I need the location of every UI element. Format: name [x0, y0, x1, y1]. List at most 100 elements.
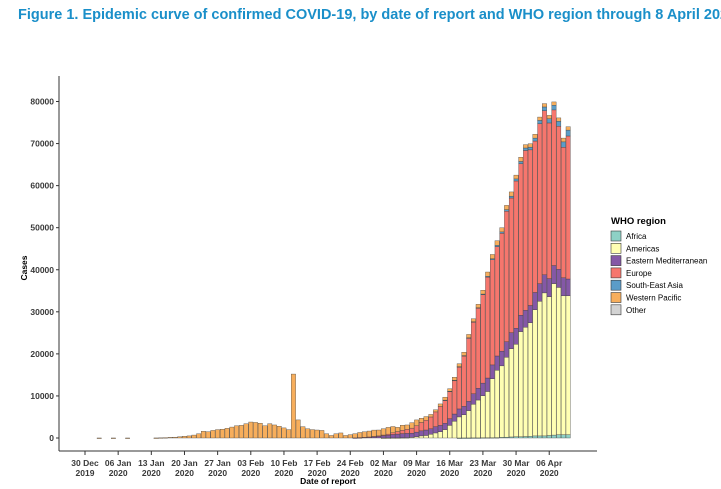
x-tick-label-year: 2020	[208, 468, 227, 478]
bar-segment	[447, 418, 453, 426]
bar-segment	[523, 436, 528, 439]
bar-segment	[96, 437, 102, 439]
bar-segment	[485, 391, 491, 438]
bar-segment	[352, 433, 358, 439]
x-tick-label: 09 Mar	[403, 458, 431, 468]
bar-segment	[542, 274, 547, 294]
x-tick-label-year: 2020	[440, 468, 459, 478]
bar-segment	[513, 436, 519, 439]
bar-segment	[186, 435, 192, 439]
bar-segment	[466, 338, 472, 402]
x-tick-label: 10 Feb	[270, 458, 297, 468]
bar-segment	[182, 436, 187, 439]
bar-segment	[475, 399, 481, 439]
bar-segment	[551, 265, 557, 284]
legend-label: Africa	[626, 232, 647, 241]
bar-segment	[504, 341, 509, 358]
bar-segment	[400, 430, 405, 434]
bar-segment	[565, 278, 571, 297]
bar-segment	[508, 197, 514, 333]
bar-segment	[546, 435, 552, 439]
bar-segment	[475, 308, 481, 389]
bar-segment	[452, 380, 457, 415]
bar-segment	[433, 409, 438, 413]
bar-segment	[546, 118, 552, 124]
bar-segment	[300, 426, 306, 439]
bar-segment	[490, 259, 495, 366]
x-tick-label-year: 2020	[473, 468, 492, 478]
bar-segment	[513, 178, 519, 182]
bar-segment	[523, 147, 528, 151]
bar-segment	[172, 436, 178, 439]
bar-segment	[542, 435, 547, 439]
bar-segment	[390, 434, 396, 439]
x-tick-label: 03 Feb	[237, 458, 264, 468]
bar-segment	[551, 101, 557, 106]
bar-segment	[153, 437, 159, 439]
bar-segment	[466, 334, 472, 338]
legend-title: WHO region	[611, 216, 666, 227]
bar-segment	[423, 416, 429, 421]
bar-segment	[518, 315, 524, 332]
bar-segment	[490, 254, 495, 259]
bar-segment	[238, 425, 244, 439]
y-tick-label: 30000	[30, 307, 54, 317]
bar-segment	[561, 137, 566, 143]
bar-segment	[324, 433, 329, 439]
bar-segment	[518, 436, 524, 439]
bar-segment	[527, 322, 533, 437]
bar-segment	[542, 106, 547, 111]
bar-segment	[452, 377, 457, 381]
x-tick-label: 24 Feb	[337, 458, 364, 468]
bar-segment	[295, 419, 301, 439]
bar-segment	[418, 435, 424, 439]
legend-label: South-East Asia	[626, 281, 683, 290]
x-tick-label-year: 2020	[507, 468, 526, 478]
bar-segment	[551, 105, 557, 111]
bar-segment	[471, 393, 476, 405]
bar-segment	[400, 424, 405, 431]
bar-segment	[561, 141, 566, 148]
bar-stack-layer	[96, 101, 571, 439]
bar-segment	[523, 310, 528, 328]
x-tick-label-year: 2020	[540, 468, 559, 478]
bar-segment	[442, 399, 448, 424]
bar-segment	[518, 161, 524, 164]
bar-segment	[532, 140, 538, 293]
bar-segment	[508, 348, 514, 438]
bar-segment	[561, 434, 566, 439]
bar-segment	[404, 424, 410, 430]
x-tick-label-year: 2020	[374, 468, 393, 478]
x-tick-label: 13 Jan	[138, 458, 164, 468]
x-tick-label: 27 Jan	[204, 458, 230, 468]
bar-segment	[281, 427, 287, 439]
bar-segment	[414, 431, 419, 437]
bar-segment	[248, 421, 254, 439]
bar-segment	[537, 301, 543, 437]
bar-segment	[546, 115, 552, 119]
legend-swatch	[610, 243, 622, 254]
bar-segment	[461, 406, 467, 415]
bar-segment	[551, 283, 557, 436]
bar-segment	[243, 423, 249, 439]
bar-segment	[428, 414, 434, 418]
bar-segment	[513, 174, 519, 180]
bar-segment	[400, 433, 405, 438]
bar-segment	[414, 419, 419, 426]
bar-segment	[485, 276, 491, 379]
bar-segment	[224, 428, 230, 439]
bar-segment	[499, 231, 505, 234]
bar-segment	[385, 435, 391, 439]
bar-segment	[542, 103, 547, 108]
x-tick-label-year: 2020	[175, 468, 194, 478]
bar-segment	[158, 437, 164, 439]
x-axis-title: Date of report	[300, 476, 356, 486]
bar-segment	[508, 191, 514, 197]
x-tick-label: 23 Mar	[469, 458, 497, 468]
bar-segment	[527, 305, 533, 323]
bar-segment	[480, 395, 486, 438]
bar-segment	[504, 209, 509, 212]
bar-segment	[428, 416, 434, 429]
